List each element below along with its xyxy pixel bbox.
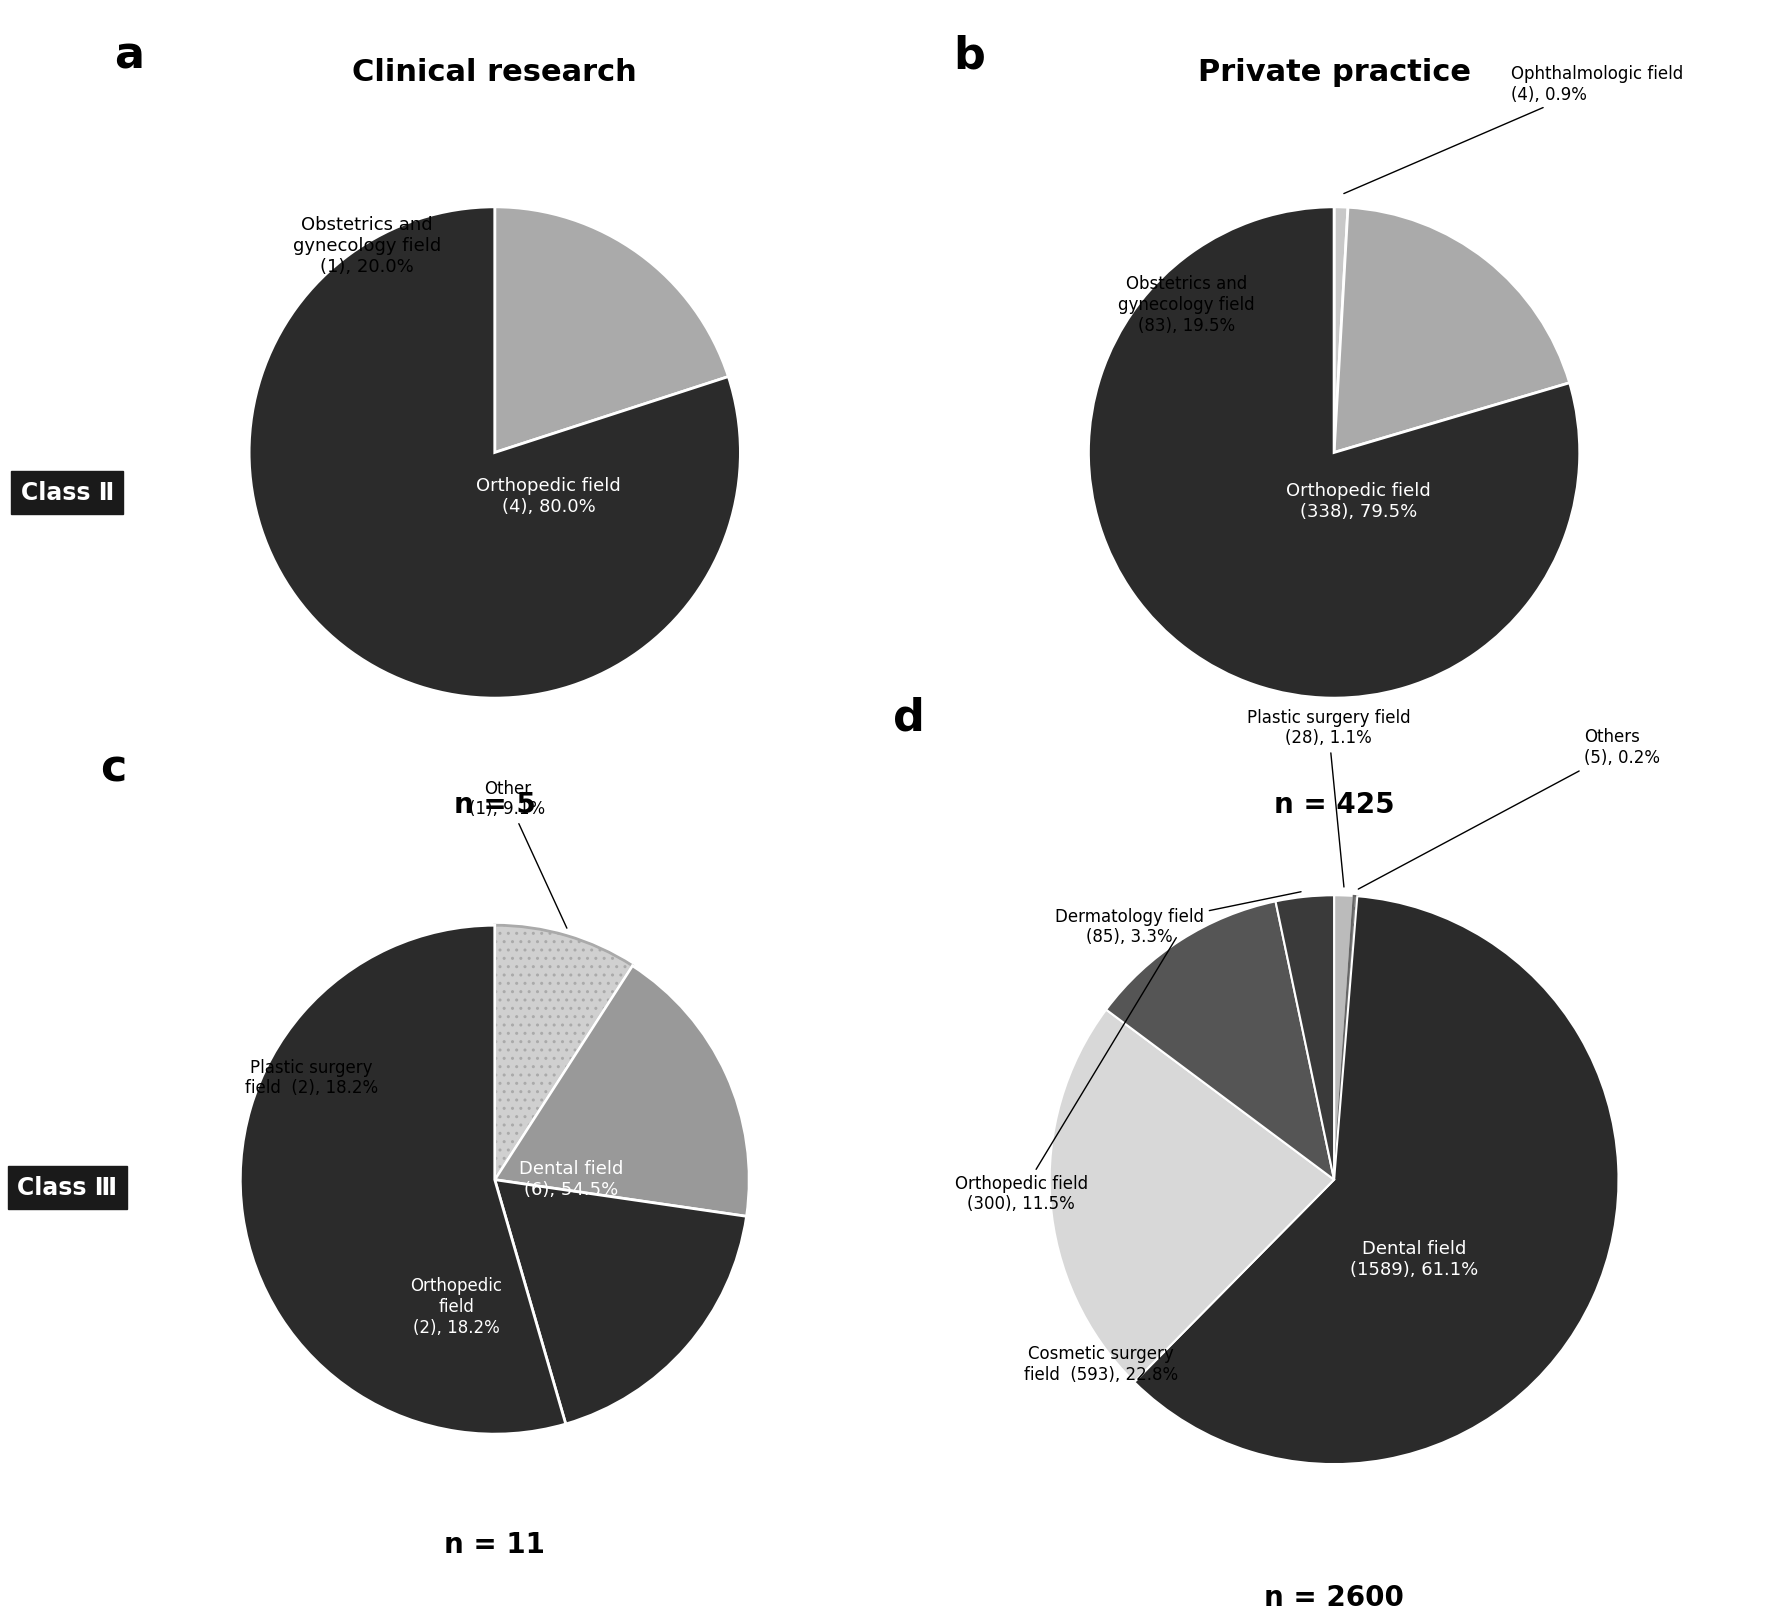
- Text: a: a: [115, 36, 145, 78]
- Text: c: c: [101, 747, 127, 790]
- Text: Dermatology field
(85), 3.3%: Dermatology field (85), 3.3%: [1055, 892, 1301, 947]
- Wedge shape: [1134, 897, 1619, 1464]
- Text: n = 5: n = 5: [454, 792, 535, 819]
- Text: Dental field
(6), 54.5%: Dental field (6), 54.5%: [519, 1160, 624, 1199]
- Wedge shape: [495, 926, 633, 1180]
- Text: Others
(5), 0.2%: Others (5), 0.2%: [1359, 729, 1661, 889]
- Text: Ophthalmologic field
(4), 0.9%: Ophthalmologic field (4), 0.9%: [1345, 65, 1684, 194]
- Wedge shape: [495, 1180, 746, 1424]
- Wedge shape: [1050, 1010, 1334, 1382]
- Wedge shape: [249, 207, 740, 698]
- Text: Orthopedic field
(300), 11.5%: Orthopedic field (300), 11.5%: [954, 937, 1177, 1214]
- Wedge shape: [240, 926, 565, 1433]
- Wedge shape: [1088, 207, 1580, 698]
- Text: n = 11: n = 11: [444, 1530, 546, 1559]
- Wedge shape: [1334, 207, 1569, 452]
- Text: Plastic surgery
field  (2), 18.2%: Plastic surgery field (2), 18.2%: [246, 1058, 378, 1097]
- Text: Plastic surgery field
(28), 1.1%: Plastic surgery field (28), 1.1%: [1246, 708, 1410, 887]
- Text: Other
(1), 9.1%: Other (1), 9.1%: [470, 779, 567, 928]
- Text: Cosmetic surgery
field  (593), 22.8%: Cosmetic surgery field (593), 22.8%: [1023, 1345, 1179, 1383]
- Wedge shape: [1334, 895, 1354, 1180]
- Text: n = 2600: n = 2600: [1263, 1584, 1405, 1611]
- Text: Obstetrics and
gynecology field
(1), 20.0%: Obstetrics and gynecology field (1), 20.…: [293, 217, 442, 276]
- Text: Private practice: Private practice: [1198, 58, 1470, 87]
- Text: n = 425: n = 425: [1274, 792, 1394, 819]
- Text: b: b: [954, 36, 986, 78]
- Text: Orthopedic
field
(2), 18.2%: Orthopedic field (2), 18.2%: [410, 1277, 502, 1336]
- Text: Class Ⅱ: Class Ⅱ: [21, 482, 113, 504]
- Text: Obstetrics and
gynecology field
(83), 19.5%: Obstetrics and gynecology field (83), 19…: [1119, 275, 1255, 335]
- Text: Clinical research: Clinical research: [352, 58, 638, 87]
- Wedge shape: [1334, 895, 1357, 1180]
- Text: Dental field
(1589), 61.1%: Dental field (1589), 61.1%: [1350, 1239, 1477, 1278]
- Wedge shape: [1334, 207, 1348, 452]
- Wedge shape: [1276, 895, 1334, 1180]
- Wedge shape: [495, 207, 728, 452]
- Text: Orthopedic field
(338), 79.5%: Orthopedic field (338), 79.5%: [1286, 482, 1431, 520]
- Text: Class Ⅲ: Class Ⅲ: [18, 1176, 117, 1199]
- Wedge shape: [1106, 902, 1334, 1180]
- Text: Orthopedic field
(4), 80.0%: Orthopedic field (4), 80.0%: [477, 477, 622, 516]
- Text: d: d: [894, 696, 926, 739]
- Wedge shape: [495, 966, 749, 1217]
